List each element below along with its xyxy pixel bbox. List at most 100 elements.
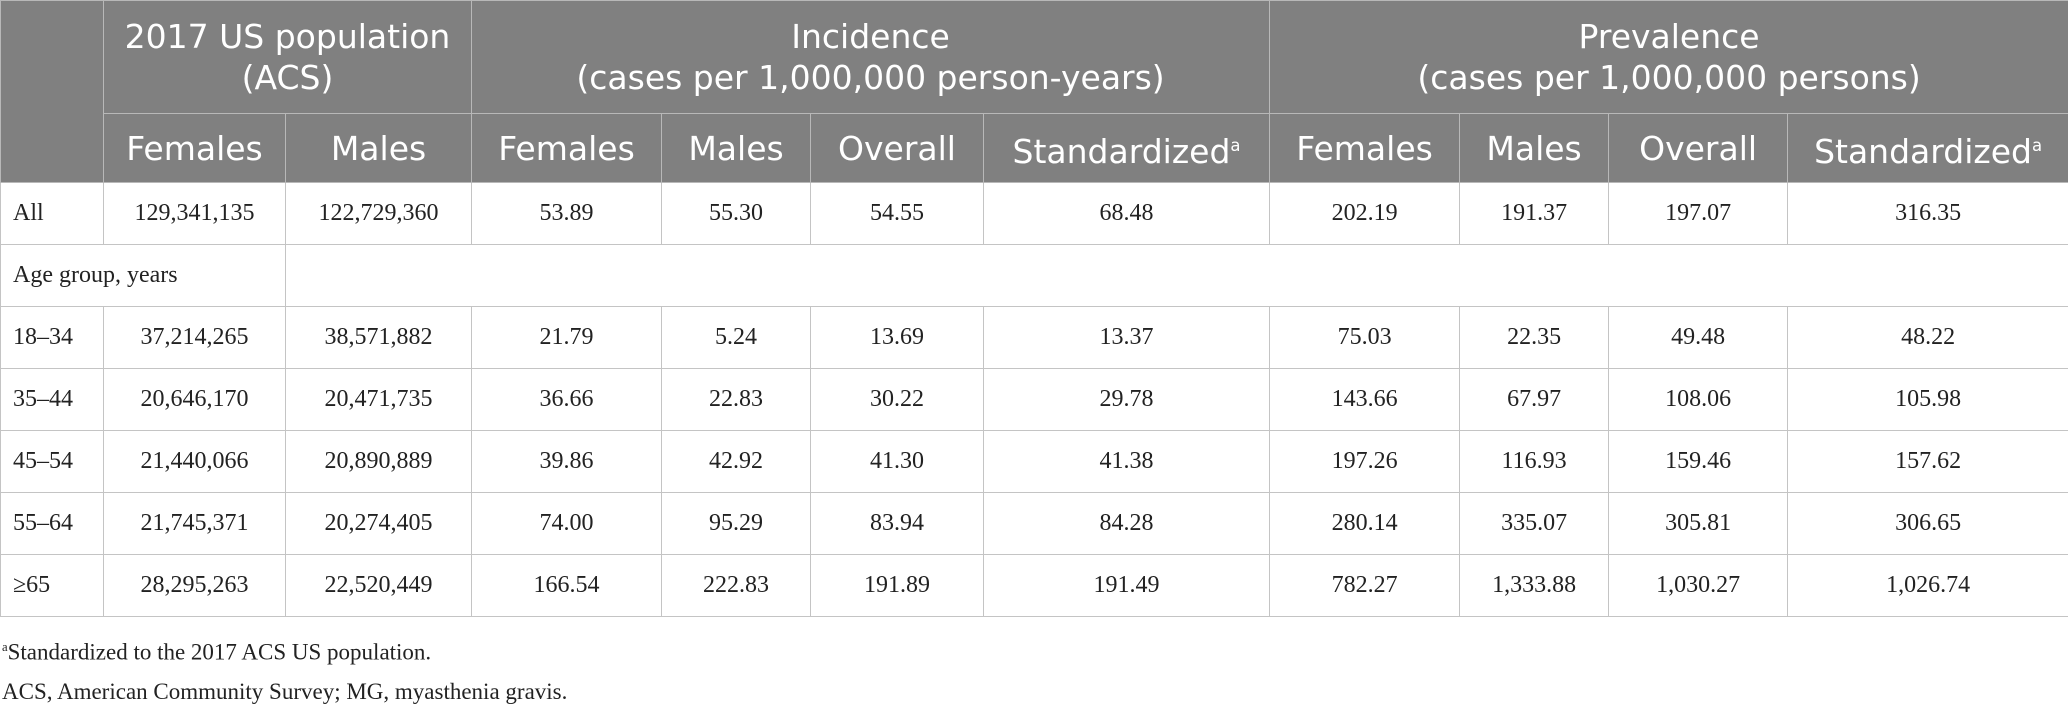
- cell: 105.98: [1788, 369, 2068, 431]
- footnote-text: ACS, American Community Survey; MG, myas…: [2, 679, 567, 704]
- header-text: Overall: [1639, 129, 1757, 168]
- column-header: Overall: [1609, 114, 1788, 183]
- cell: 108.06: [1609, 369, 1788, 431]
- cell: 202.19: [1270, 183, 1460, 245]
- cell-text: 30.22: [870, 386, 924, 412]
- cell-text: 13.69: [870, 324, 924, 350]
- header-text: Females: [126, 129, 263, 168]
- cell: 22,520,449: [286, 555, 472, 617]
- column-header: Females: [104, 114, 286, 183]
- cell-text: 20,890,889: [325, 448, 433, 474]
- cell-text: 84.28: [1100, 510, 1154, 536]
- cell: 28,295,263: [104, 555, 286, 617]
- data-row: 55–64 21,745,371 20,274,405 74.00 95.29 83.94…: [1, 493, 2068, 555]
- cell-text: 74.00: [540, 510, 594, 536]
- cell-text: All: [13, 200, 44, 226]
- cell: 5.24: [662, 307, 811, 369]
- cell-text: 143.66: [1332, 386, 1398, 412]
- column-header: Females: [1270, 114, 1460, 183]
- cell: 38,571,882: [286, 307, 472, 369]
- cell: 95.29: [662, 493, 811, 555]
- cell: 53.89: [472, 183, 662, 245]
- cell-text: 21,745,371: [141, 510, 249, 536]
- cell: 74.00: [472, 493, 662, 555]
- cell: 36.66: [472, 369, 662, 431]
- header-line: (ACS): [242, 58, 334, 97]
- cell: 116.93: [1460, 431, 1609, 493]
- cell: 68.48: [984, 183, 1270, 245]
- cell: 30.22: [811, 369, 984, 431]
- header-text: Males: [688, 129, 783, 168]
- cell: 316.35: [1788, 183, 2068, 245]
- cell: 20,274,405: [286, 493, 472, 555]
- data-row: 45–54 21,440,066 20,890,889 39.86 42.92 41.30…: [1, 431, 2068, 493]
- cell: 41.30: [811, 431, 984, 493]
- column-header: Standardizeda: [1788, 114, 2068, 183]
- cell-text: 197.07: [1665, 200, 1731, 226]
- row-label: 45–54: [1, 431, 104, 493]
- cell: 20,471,735: [286, 369, 472, 431]
- cell-text: 37,214,265: [141, 324, 249, 350]
- cell-text: 20,646,170: [141, 386, 249, 412]
- section-text: Age group, years: [13, 262, 178, 288]
- cell: 20,646,170: [104, 369, 286, 431]
- cell: 39.86: [472, 431, 662, 493]
- cell-text: 21.79: [540, 324, 594, 350]
- header-line: 2017 US population: [125, 17, 451, 56]
- cell-text: 191.37: [1501, 200, 1567, 226]
- cell: 21,745,371: [104, 493, 286, 555]
- cell-text: 197.26: [1332, 448, 1398, 474]
- header-text: Males: [331, 129, 426, 168]
- header-text: Males: [1486, 129, 1581, 168]
- cell-text: 39.86: [540, 448, 594, 474]
- cell: 41.38: [984, 431, 1270, 493]
- cell: 49.48: [1609, 307, 1788, 369]
- cell-text: 22.35: [1507, 324, 1561, 350]
- cell-text: 55–64: [13, 510, 73, 536]
- cell: 335.07: [1460, 493, 1609, 555]
- cell-text: 222.83: [703, 572, 769, 598]
- cell-text: 13.37: [1100, 324, 1154, 350]
- header-text: Standardized: [1013, 132, 1231, 171]
- cell: 67.97: [1460, 369, 1609, 431]
- subheader-row: Females Males Females Males Overall Standardi…: [1, 114, 2068, 183]
- cell: 122,729,360: [286, 183, 472, 245]
- cell: 54.55: [811, 183, 984, 245]
- empty-cell: [286, 245, 2068, 307]
- column-header: Males: [662, 114, 811, 183]
- cell-text: 280.14: [1332, 510, 1398, 536]
- cell-text: 95.29: [709, 510, 763, 536]
- cell: 129,341,135: [104, 183, 286, 245]
- cell-text: 83.94: [870, 510, 924, 536]
- footnote: aStandardized to the 2017 ACS US populat…: [2, 628, 567, 672]
- cell-text: 41.38: [1100, 448, 1154, 474]
- cell-text: 22,520,449: [325, 572, 433, 598]
- cell-text: 191.89: [864, 572, 930, 598]
- cell: 306.65: [1788, 493, 2068, 555]
- cell: 1,026.74: [1788, 555, 2068, 617]
- cell-text: 54.55: [870, 200, 924, 226]
- cell-text: 67.97: [1507, 386, 1561, 412]
- cell-text: 129,341,135: [135, 200, 255, 226]
- header-text: Females: [1296, 129, 1433, 168]
- row-label: 35–44: [1, 369, 104, 431]
- cell-text: 68.48: [1100, 200, 1154, 226]
- cell-text: 306.65: [1895, 510, 1961, 536]
- header-text: Overall: [838, 129, 956, 168]
- cell-text: 42.92: [709, 448, 763, 474]
- group-header: 2017 US population(ACS): [104, 1, 472, 114]
- cell-text: 22.83: [709, 386, 763, 412]
- cell-text: 29.78: [1100, 386, 1154, 412]
- cell-text: 122,729,360: [319, 200, 439, 226]
- section-label: Age group, years: [1, 245, 286, 307]
- column-header: Overall: [811, 114, 984, 183]
- cell-text: 21,440,066: [141, 448, 249, 474]
- cell-text: 1,026.74: [1886, 572, 1970, 598]
- cell: 191.89: [811, 555, 984, 617]
- cell: 191.37: [1460, 183, 1609, 245]
- cell-text: 20,274,405: [325, 510, 433, 536]
